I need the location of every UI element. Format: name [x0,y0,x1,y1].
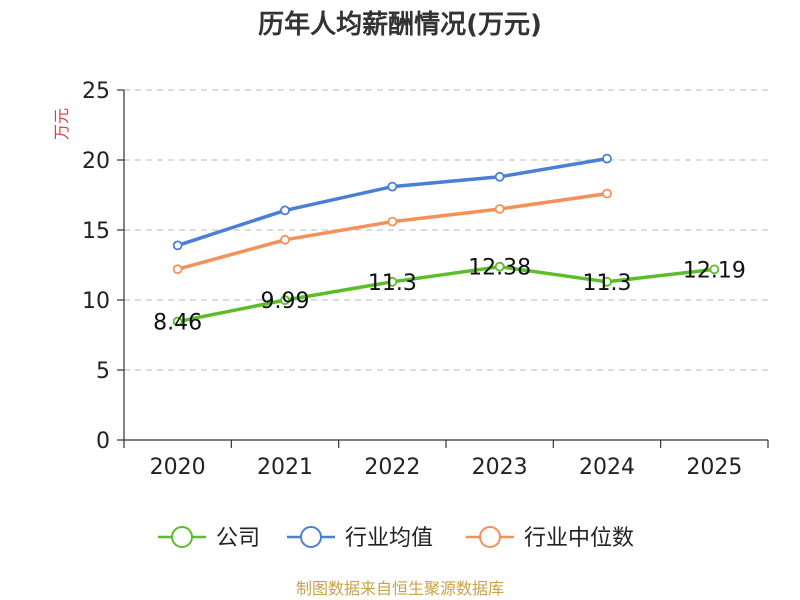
data-label: 8.46 [153,311,202,336]
legend-item: 行业均值 [287,526,433,551]
axes [123,90,768,441]
data-point [494,261,505,272]
data-label: 12.19 [683,258,746,283]
series-line-0 [177,264,715,324]
data-point [172,240,183,251]
data-point [280,234,290,245]
legend-marker [300,526,322,548]
y-tick-label: 25 [82,79,110,104]
x-axis-ticks: 2020 2021 2022 2023 2024 2025 [123,440,769,480]
x-tick-label: 2020 [150,455,206,480]
x-tick-label: 2022 [364,455,420,480]
data-label: 11.3 [583,271,632,296]
y-tick-label: 5 [96,359,110,384]
data-point [494,204,505,214]
x-tick-label: 2025 [686,455,742,480]
x-tick-label: 2021 [257,455,313,480]
series-line-2 [177,191,608,271]
data-point [602,153,612,164]
data-point [387,276,398,287]
y-axis-ticks: 0 5 10 15 20 25 [82,79,124,454]
y-tick-label: 20 [82,149,110,174]
data-label: 11.3 [368,271,417,296]
y-axis-label: 万元 [52,108,71,140]
data-point [709,264,720,275]
series-group [172,153,720,327]
data-point [280,205,290,216]
legend-label: 行业均值 [345,526,433,551]
x-tick-label: 2023 [472,455,528,480]
legend-label: 行业中位数 [524,526,634,551]
data-point [172,316,183,327]
legend-marker [171,526,193,548]
data-point [602,276,612,287]
legend-item: 公司 [158,526,260,551]
data-labels: 8.46 9.99 11.3 12.38 11.3 12.19 [153,256,746,336]
source-note: 制图数据来自恒生聚源数据库 [296,579,504,598]
data-point [172,264,183,275]
data-label: 9.99 [261,289,310,314]
data-point [602,188,612,199]
legend-marker [479,526,501,548]
data-point [387,216,398,227]
y-tick-label: 10 [82,289,110,314]
data-point [494,171,505,182]
y-tick-label: 0 [96,429,110,454]
data-point [387,181,398,192]
data-point [280,295,290,306]
data-label: 12.38 [468,256,531,281]
grid-lines [124,89,768,371]
chart-title: 历年人均薪酬情况(万元) [258,9,542,40]
legend: 公司 行业均值 行业中位数 [158,526,634,551]
x-tick-label: 2024 [579,455,635,480]
legend-item: 行业中位数 [466,526,634,551]
y-tick-label: 15 [82,219,110,244]
legend-label: 公司 [216,526,260,551]
